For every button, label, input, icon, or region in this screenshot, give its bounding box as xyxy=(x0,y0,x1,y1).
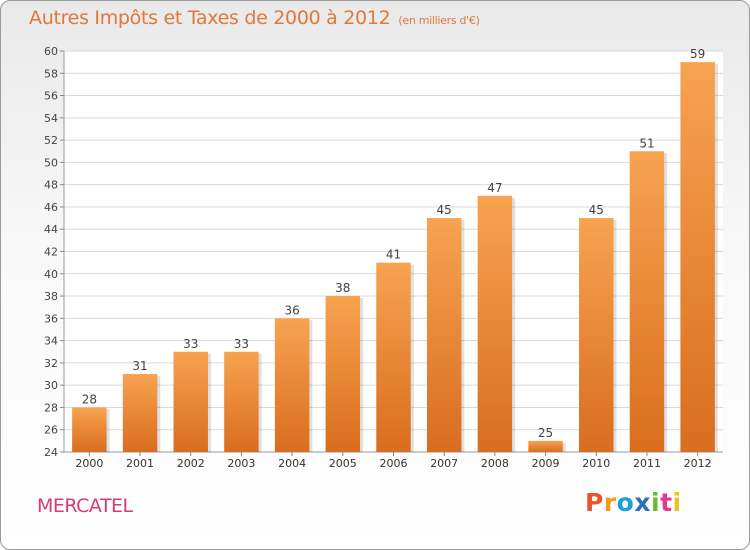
bar xyxy=(579,218,614,452)
chart-title: Autres Impôts et Taxes de 2000 à 2012 (en… xyxy=(29,7,480,29)
bar xyxy=(426,218,462,452)
bar xyxy=(680,62,715,453)
y-tick-label: 56 xyxy=(44,90,58,103)
bar-value-label: 36 xyxy=(284,303,299,317)
y-tick-label: 30 xyxy=(44,379,58,392)
y-tick-label: 48 xyxy=(44,179,58,192)
bar-value-label: 41 xyxy=(386,248,401,262)
y-tick-label: 54 xyxy=(44,112,58,125)
bar xyxy=(274,318,310,452)
x-tick-label: 2009 xyxy=(532,457,560,470)
bar xyxy=(325,296,361,452)
x-tick-label: 2006 xyxy=(380,457,408,470)
bar-value-label: 33 xyxy=(183,337,198,351)
bar-value-label: 25 xyxy=(538,426,553,440)
y-tick-label: 44 xyxy=(44,223,58,236)
y-tick-label: 50 xyxy=(44,156,58,169)
x-tick-label: 2012 xyxy=(684,457,712,470)
commune-name: MERCATEL xyxy=(37,495,133,517)
bar xyxy=(629,151,665,452)
x-tick-label: 2010 xyxy=(582,457,610,470)
x-tick-label: 2004 xyxy=(278,457,306,470)
logo-letter: t xyxy=(660,488,673,517)
bar xyxy=(477,195,513,453)
bar-value-label: 31 xyxy=(132,359,147,373)
x-tick-label: 2005 xyxy=(329,457,357,470)
bar xyxy=(528,440,563,452)
x-tick-label: 2011 xyxy=(633,457,661,470)
bar-value-label: 51 xyxy=(639,136,654,150)
bar-value-label: 28 xyxy=(82,392,97,406)
y-tick-label: 26 xyxy=(44,424,58,437)
x-tick-label: 2007 xyxy=(430,457,458,470)
y-tick-label: 40 xyxy=(44,268,58,281)
title-text: Autres Impôts et Taxes de 2000 à 2012 xyxy=(29,7,391,29)
bar-value-label: 45 xyxy=(437,203,452,217)
bar-value-label: 45 xyxy=(589,203,604,217)
logo-letter: P xyxy=(585,488,604,517)
bar xyxy=(72,407,107,452)
bar xyxy=(122,374,158,452)
bar xyxy=(173,351,208,452)
y-tick-label: 58 xyxy=(44,67,58,80)
y-tick-label: 38 xyxy=(44,290,58,303)
logo-letter: o xyxy=(616,488,635,517)
x-tick-label: 2000 xyxy=(75,457,103,470)
y-tick-label: 52 xyxy=(44,134,58,147)
x-tick-label: 2003 xyxy=(227,457,255,470)
title-unit: (en milliers d'€) xyxy=(398,14,480,27)
y-tick-label: 24 xyxy=(44,446,58,459)
logo-letter: i xyxy=(672,488,682,517)
y-tick-label: 46 xyxy=(44,201,58,214)
y-tick-label: 60 xyxy=(44,45,58,58)
logo-letter: i xyxy=(651,488,661,517)
bar-value-label: 38 xyxy=(335,281,350,295)
bar-value-label: 47 xyxy=(487,181,502,195)
proxiti-logo: Proxiti xyxy=(585,488,682,517)
bar-value-label: 59 xyxy=(690,47,705,61)
bar xyxy=(224,351,259,452)
x-tick-label: 2008 xyxy=(481,457,509,470)
y-tick-label: 42 xyxy=(44,246,58,259)
y-tick-label: 34 xyxy=(44,335,58,348)
bar xyxy=(376,262,411,452)
logo-letter: r xyxy=(603,488,617,517)
x-tick-label: 2002 xyxy=(177,457,205,470)
y-tick-label: 32 xyxy=(44,357,58,370)
x-tick-label: 2001 xyxy=(126,457,154,470)
bar-value-label: 33 xyxy=(234,337,249,351)
logo-letter: x xyxy=(634,488,651,517)
y-tick-label: 36 xyxy=(44,312,58,325)
y-tick-label: 28 xyxy=(44,401,58,414)
